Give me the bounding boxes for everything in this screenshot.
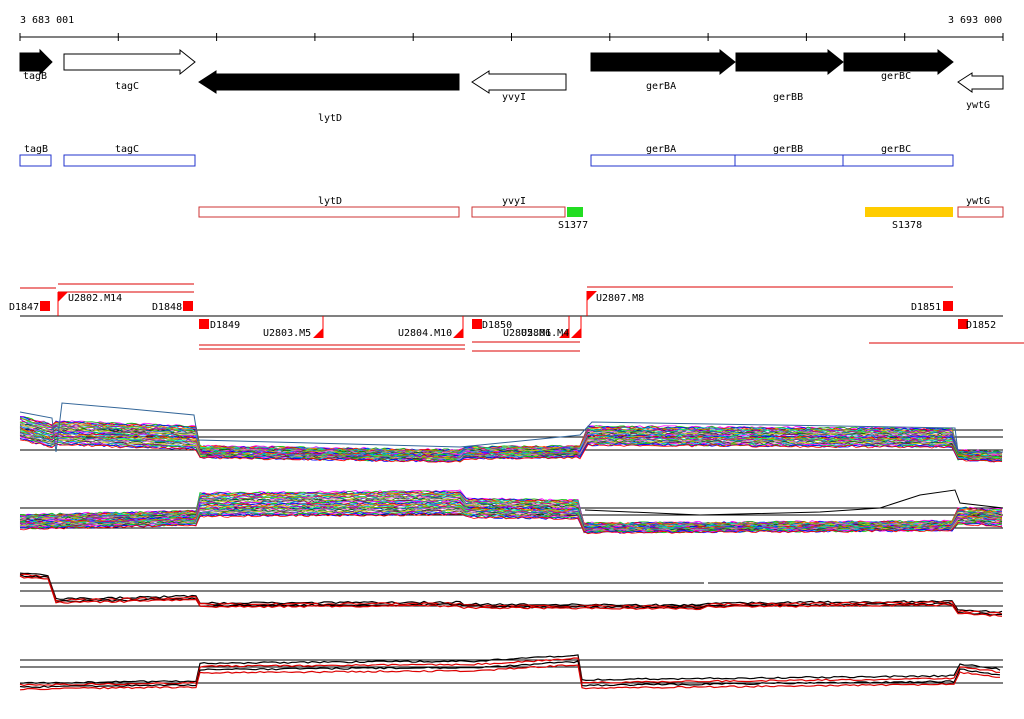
gene-arrow-gerBB[interactable]: gerBB	[735, 48, 844, 103]
srna-S1378[interactable]: S1378	[865, 207, 953, 231]
downshift-D1851[interactable]: D1851	[911, 301, 953, 313]
minus-box-ywtG[interactable]: ywtG	[957, 196, 1004, 218]
gene-arrow-gerBA[interactable]: gerBA	[590, 48, 736, 92]
downshift-D1850[interactable]: D1850	[472, 319, 512, 331]
upshift-label: U2804.M10	[398, 328, 452, 339]
expression-profile-plus-strand	[19, 402, 1003, 463]
plus-box-label: gerBC	[881, 144, 911, 155]
expression-trace	[19, 508, 1003, 533]
minus-strand-annotation-track: lytD yvyI ywtG S1377 S1378	[198, 196, 1004, 231]
upshift-label: U2802.M14	[68, 293, 122, 304]
coordinate-ruler: 3 683 001 3 693 000	[19, 15, 1004, 41]
gene-arrow-track: tagB tagC lytD yvyI gerBA gerBB gerBC y	[19, 48, 1004, 124]
downshift-label: D1848	[152, 302, 182, 313]
expression-trace	[19, 657, 1001, 687]
srna-label: S1378	[892, 220, 922, 231]
plus-box-tagC[interactable]: tagC	[63, 144, 196, 167]
expression-trace	[19, 660, 1001, 689]
downshift-label: D1850	[482, 320, 512, 331]
expression-trace	[19, 572, 1003, 614]
gene-arrow-label: gerBA	[646, 81, 676, 92]
ruler-ticks	[19, 33, 1004, 41]
expression-trace	[19, 496, 1003, 528]
gene-arrow-label: tagB	[23, 71, 47, 82]
expression-trace	[19, 573, 1003, 615]
expression-trace	[19, 575, 1003, 617]
expression-trace	[19, 574, 1003, 616]
gene-arrow-ywtG[interactable]: ywtG	[957, 72, 1004, 111]
expression-trace	[19, 513, 1003, 535]
upshift-U2806-M4[interactable]: U2806.M4	[521, 316, 582, 339]
gene-arrow-label: ywtG	[966, 100, 990, 111]
plus-box-gerBA[interactable]: gerBA	[590, 144, 736, 167]
upshift-label: U2805.M1	[503, 328, 551, 339]
downshift-label: D1849	[210, 320, 240, 331]
plus-box-label: gerBB	[773, 144, 803, 155]
srna-label: S1377	[558, 220, 588, 231]
downshift-D1852[interactable]: D1852	[958, 319, 996, 331]
gene-arrow-tagB[interactable]: tagB	[19, 48, 53, 82]
upshift-U2802-M14[interactable]: U2802.M14	[57, 292, 122, 316]
downshift-label: D1852	[966, 320, 996, 331]
expression-selected-plus-strand	[19, 572, 1003, 617]
expression-trace-max	[584, 489, 1004, 516]
expression-trace	[19, 499, 1003, 529]
upshift-label: U2803.M5	[263, 328, 311, 339]
ruler-start-label: 3 683 001	[20, 15, 74, 26]
upshift-U2807-M8[interactable]: U2807.M8	[586, 291, 644, 316]
minus-box-yvyI[interactable]: yvyI	[471, 196, 566, 218]
gene-arrow-label: gerBB	[773, 92, 803, 103]
expression-trace	[19, 664, 1000, 691]
expression-trace	[19, 654, 1001, 685]
gene-arrow-label: lytD	[318, 113, 342, 124]
expression-selected-minus-strand	[19, 654, 1003, 691]
ruler-end-label: 3 693 000	[948, 15, 1002, 26]
upshift-U2805-M1[interactable]: U2805.M1	[503, 316, 570, 339]
plus-box-tagB[interactable]: tagB	[19, 144, 52, 167]
minus-box-lytD[interactable]: lytD	[198, 196, 460, 218]
upshift-U2804-M10[interactable]: U2804.M10	[398, 316, 464, 339]
srna-S1377[interactable]: S1377	[558, 207, 588, 231]
upshift-U2803-M5[interactable]: U2803.M5	[263, 316, 324, 339]
gene-arrow-lytD[interactable]: lytD	[198, 70, 460, 124]
expression-trace	[19, 435, 1003, 462]
downshift-label: D1847	[9, 302, 39, 313]
downshift-D1849[interactable]: D1849	[199, 319, 240, 331]
plus-box-gerBC[interactable]: gerBC	[842, 144, 954, 167]
plus-box-gerBB[interactable]: gerBB	[734, 144, 844, 167]
minus-box-label: ywtG	[966, 196, 990, 207]
minus-box-label: lytD	[318, 196, 342, 207]
expression-trace	[19, 438, 1003, 463]
upshift-label: U2806.M4	[521, 328, 569, 339]
expression-trace	[19, 439, 1003, 463]
minus-box-label: yvyI	[502, 196, 526, 207]
upshift-label: U2807.M8	[596, 293, 644, 304]
expression-trace-max	[19, 402, 1003, 453]
expression-trace	[19, 417, 1003, 455]
plus-box-label: tagB	[24, 144, 48, 155]
gene-arrow-label: yvyI	[502, 92, 526, 103]
plus-strand-annotation-track: tagB tagC gerBA gerBB gerBC	[19, 144, 954, 167]
gene-arrow-label: gerBC	[881, 71, 911, 82]
transcription-shift-track: D1847 D1848 D1849 D1850 D1851 D1852 U280…	[9, 283, 1024, 352]
expression-profile-minus-strand	[19, 489, 1004, 535]
gene-arrow-label: tagC	[115, 81, 139, 92]
downshift-D1848[interactable]: D1848	[152, 301, 193, 313]
gene-arrow-tagC[interactable]: tagC	[63, 48, 196, 92]
expression-trace	[19, 416, 1003, 454]
gene-arrow-gerBC[interactable]: gerBC	[843, 48, 954, 82]
plus-box-label: gerBA	[646, 144, 676, 155]
gene-arrow-yvyI[interactable]: yvyI	[471, 70, 567, 103]
segment-lines	[20, 283, 1024, 352]
expression-trace	[19, 420, 1003, 456]
downshift-label: D1851	[911, 302, 941, 313]
plus-box-label: tagC	[115, 144, 139, 155]
downshift-D1847[interactable]: D1847	[9, 301, 50, 313]
